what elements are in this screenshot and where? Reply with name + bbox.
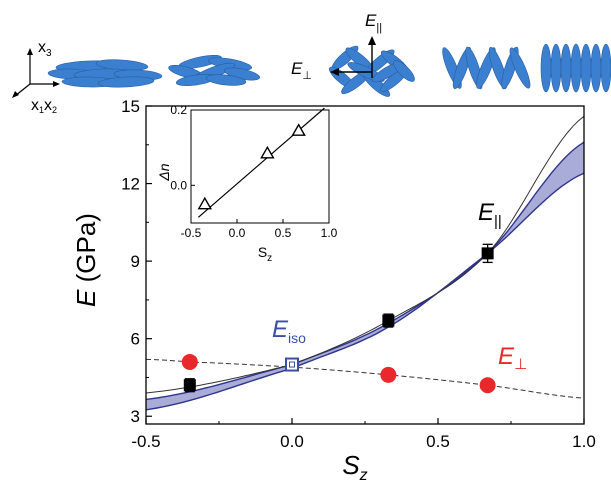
y-tick-label: 6 xyxy=(131,330,140,349)
x-tick-label: 0.0 xyxy=(280,432,304,451)
inset-x-tick-label: 0.0 xyxy=(229,226,246,240)
ellipse-group-near-vertical xyxy=(442,46,531,90)
x-axis-label: Sz xyxy=(342,450,367,481)
schematic-e-par-label: E|| xyxy=(365,11,382,34)
e-perp-point xyxy=(479,377,496,394)
coordinate-axes-icon xyxy=(12,48,60,98)
e-perp-series-label: E⊥ xyxy=(498,343,527,373)
e-iso-series-label: Eiso xyxy=(272,316,306,346)
x-tick-label: -0.5 xyxy=(131,432,160,451)
field-arrows-icon xyxy=(330,36,376,78)
inset-x-axis-label: Sz xyxy=(258,244,272,264)
e-par-point xyxy=(183,379,196,392)
data-markers xyxy=(181,243,496,394)
x-tick-label: 0.5 xyxy=(426,432,450,451)
y-tick-label: 15 xyxy=(121,97,140,116)
inset-fit-line xyxy=(197,107,325,218)
e-iso-point xyxy=(285,357,299,372)
thin-black-curve xyxy=(146,115,584,394)
uncertainty-band xyxy=(146,141,584,411)
x3-label: x3 xyxy=(38,39,52,59)
inset-plot: -0.5 0.0 0.5 1.0 0.0 0.2 Δn Sz xyxy=(156,103,338,264)
inset-y-tick-label: 0.2 xyxy=(170,103,187,117)
schematic-e-perp-label: E⊥ xyxy=(291,59,312,82)
inset-point xyxy=(197,196,213,210)
ellipse-group-vertical xyxy=(540,43,611,93)
inset-y-axis-label: Δn xyxy=(156,163,172,181)
e-par-point xyxy=(382,314,395,327)
inset-x-tick-label: -0.5 xyxy=(181,226,202,240)
y-axis-label: E (GPa) xyxy=(71,213,101,307)
ellipse-group-flat xyxy=(47,59,163,88)
inset-x-tick-label: 0.5 xyxy=(275,226,292,240)
main-plot: -0.5 0.0 0.5 1.0 3 6 9 12 15 E (GPa) Sz E|| Eiso… xyxy=(71,97,596,481)
y-tick-label: 3 xyxy=(131,407,140,426)
x1x2-label: x1x2 xyxy=(31,97,57,115)
e-par-point xyxy=(481,247,494,260)
e-perp-point xyxy=(380,366,397,383)
e-perp-point xyxy=(181,353,198,370)
y-tick-label: 9 xyxy=(131,252,140,271)
main-axis-ticks: -0.5 0.0 0.5 1.0 3 6 9 12 15 xyxy=(121,97,596,451)
orientation-schematic: x3 x1x2 xyxy=(12,11,611,115)
curves xyxy=(146,115,584,399)
perp-dashed-curve xyxy=(146,358,584,399)
e-par-series-label: E|| xyxy=(478,199,502,230)
ellipse-group-tilted xyxy=(168,55,260,86)
inset-data xyxy=(197,107,325,218)
inset-x-tick-label: 1.0 xyxy=(321,226,338,240)
inset-y-tick-label: 0.0 xyxy=(170,178,187,192)
x-tick-label: 1.0 xyxy=(572,432,596,451)
inset-axis-ticks: -0.5 0.0 0.5 1.0 0.0 0.2 xyxy=(170,103,337,240)
e-iso-point-inner xyxy=(289,361,295,368)
band-upper-line xyxy=(146,141,584,401)
inset-point xyxy=(291,123,306,136)
y-tick-label: 12 xyxy=(121,175,140,194)
inset-point xyxy=(260,145,275,159)
band-lower-line xyxy=(146,172,584,411)
